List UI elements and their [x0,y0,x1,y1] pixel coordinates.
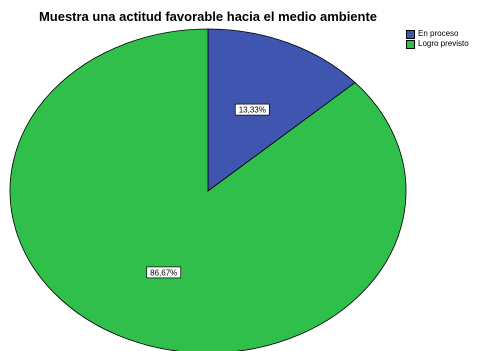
data-label-logro-previsto: 86,67% [146,266,182,279]
data-label-box [146,266,182,279]
pie-slice-logro-previsto [9,28,407,351]
chart-title: Muestra una actitud favorable hacia el m… [38,9,378,24]
data-label-box [234,103,270,116]
legend-swatch-logro-previsto [406,39,415,49]
data-label-text: 86,67% [150,268,177,277]
legend: En proceso Logro previsto [406,29,478,49]
pie-slice-en-proceso [207,28,356,192]
data-label-en-proceso: 13,33% [234,103,270,116]
legend-swatch-en-proceso [406,29,415,39]
data-label-text: 13,33% [239,106,266,115]
legend-item-logro-previsto: Logro previsto [406,39,478,49]
legend-label-en-proceso: En proceso [418,29,459,38]
legend-item-en-proceso: En proceso [406,29,478,39]
legend-label-logro-previsto: Logro previsto [418,39,469,48]
